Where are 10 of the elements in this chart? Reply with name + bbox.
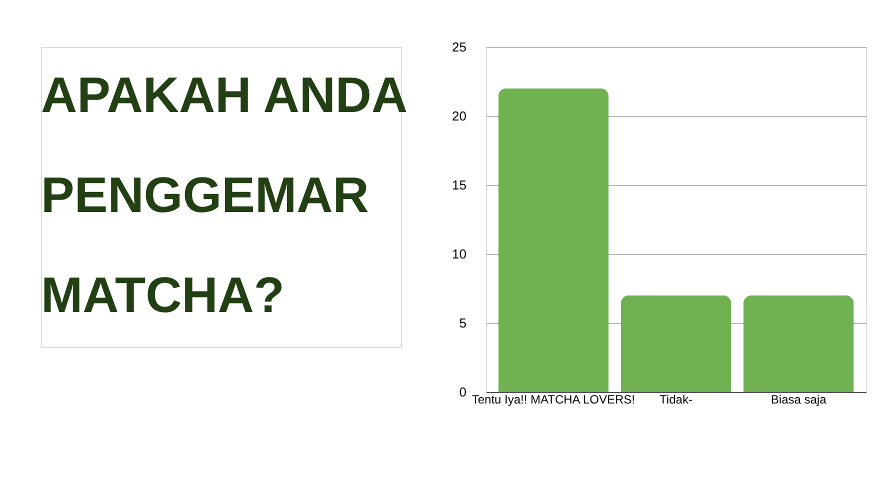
x-tick-label: Tentu Iya!! MATCHA LOVERS! <box>472 392 636 406</box>
text: APAKAH ANDA PENGGEMAR MATCHA? <box>41 67 408 323</box>
x-tick-label: Biasa saja <box>770 392 827 406</box>
y-tick-label: 0 <box>459 384 466 400</box>
y-tick-label: 15 <box>452 178 466 192</box>
y-tick-label: 20 <box>452 108 466 124</box>
x-tick-label: Tidak- <box>660 392 692 406</box>
y-tick-label: 25 <box>452 40 466 54</box>
y-tick-label: 10 <box>452 246 466 262</box>
y-tick-label: 5 <box>459 316 466 330</box>
